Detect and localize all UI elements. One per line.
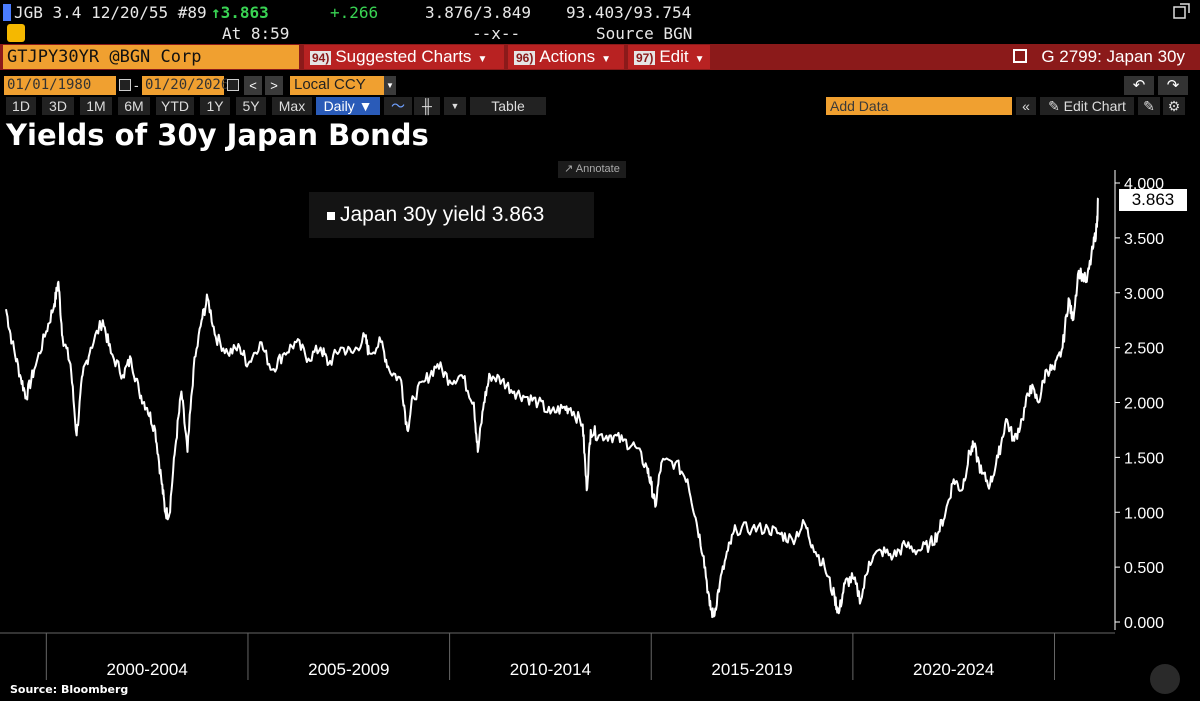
chevron-down-icon[interactable]: ▼ [444,97,466,115]
menu-number: 97) [634,51,656,65]
last-price: ↑3.863 [211,3,269,22]
y-tick-label: 3.000 [1124,286,1164,303]
date-controls: 01/01/1980 - 01/20/2026 < > Local CCY ▼ … [0,74,1200,96]
annotate-button[interactable]: ↗ Annotate [558,161,626,178]
menu-label: Actions [539,47,596,66]
ticker-flag [3,4,11,21]
menu-number: 96) [514,51,536,65]
chevron-down-icon: ▼ [477,54,488,65]
redo-button[interactable]: ↷ [1158,76,1188,95]
menu-label: Edit [659,47,689,66]
chart-id-label: G 2799: Japan 30y [1041,47,1185,66]
end-date-input[interactable]: 01/20/2026 [142,76,229,95]
actions-button[interactable]: 96) Actions ▼ [508,45,624,69]
security-input[interactable]: GTJPY30YR @BGN Corp [3,45,299,69]
legend-label: Japan 30y yield 3.863 [340,203,545,226]
period-3d[interactable]: 3D [42,97,74,115]
undo-button[interactable]: ↶ [1124,76,1154,95]
bid-ask: 3.876/3.849 [425,3,531,22]
x-tick-label: 2010-2014 [510,660,591,679]
x-tick-label: 2020-2024 [913,660,994,679]
y-tick-label: 2.500 [1124,341,1164,358]
frequency-select[interactable]: Daily ▼ [316,97,380,115]
calendar-icon[interactable] [119,79,131,91]
dash-separator: --x-- [472,24,521,43]
calendar-icon[interactable] [227,79,239,91]
legend: Japan 30y yield 3.863 [309,192,594,238]
menu-number: 94) [310,51,332,65]
last-value-label: 3.863 [1119,189,1187,211]
period-1y[interactable]: 1Y [200,97,230,115]
y-tick-label: 1.500 [1124,450,1164,467]
period-5y[interactable]: 5Y [236,97,266,115]
edit-button[interactable]: 97) Edit ▼ [628,45,710,69]
line-chart-icon[interactable]: 〜 [384,97,412,115]
chart-area: 4.000 3.500 3.000 2.500 2.000 1.500 1.000 0.500… [0,160,1200,701]
y-tick-label: 3.500 [1124,231,1164,248]
prev-button[interactable]: < [244,76,262,95]
y-tick-label: 4.000 [1124,176,1164,193]
chart-id-link[interactable]: G 2799: Japan 30y [1013,47,1185,67]
popout-icon[interactable] [1173,3,1190,20]
period-bar: 1D 3D 1M 6M YTD 1Y 5Y Max Daily ▼ 〜 ╫ ▼ … [0,96,1200,116]
series-line-japan-30y [5,197,1099,619]
command-bar: GTJPY30YR @BGN Corp 94) Suggested Charts ▼… [0,44,1200,70]
time-label: At 8:59 [222,24,290,43]
y-tick-label: 1.000 [1124,505,1164,522]
chevron-down-icon: ▼ [601,54,611,65]
menu-label: Suggested Charts [335,47,472,66]
period-1d[interactable]: 1D [6,97,36,115]
ticker-bar: JGB 3.4 12/20/55 #89 ↑3.863 +.266 3.876/… [0,0,1200,24]
y-tick-label: 0.000 [1124,615,1164,632]
gear-icon[interactable]: ⚙ [1163,97,1185,115]
external-link-icon [1013,49,1028,63]
info-row: At 8:59 --x-- Source BGN [0,24,1200,43]
x-tick-label: 2005-2009 [308,660,389,679]
source-note: Source: Bloomberg [10,683,129,696]
table-button[interactable]: Table [470,97,546,115]
ticker-symbol[interactable]: JGB 3.4 12/20/55 #89 [14,3,207,22]
period-1m[interactable]: 1M [80,97,112,115]
chevron-down-icon: ▼ [694,54,705,65]
period-max[interactable]: Max [272,97,312,115]
bar-style-icon[interactable]: ╫ [414,97,440,115]
speedometer-icon[interactable] [7,24,25,42]
source-label: Source BGN [596,24,693,43]
chevron-down-icon[interactable]: ▼ [384,76,396,95]
add-data-input[interactable]: Add Data [826,97,1012,115]
date-dash: - [134,77,139,93]
suggested-charts-button[interactable]: 94) Suggested Charts ▼ [304,45,504,69]
legend-swatch [327,212,335,220]
y-tick-label: 2.000 [1124,396,1164,413]
period-ytd[interactable]: YTD [156,97,194,115]
chat-icon[interactable] [1150,664,1180,694]
pencil-settings-icon[interactable]: ✎ [1138,97,1160,115]
price-pair: 93.403/93.754 [566,3,692,22]
chart-title: Yields of 30y Japan Bonds [6,118,429,152]
collapse-icon[interactable]: « [1016,97,1036,115]
price-change: +.266 [330,3,379,22]
currency-select[interactable]: Local CCY [290,76,385,95]
y-tick-label: 0.500 [1124,560,1164,577]
next-button[interactable]: > [265,76,283,95]
chart-svg: 4.000 3.500 3.000 2.500 2.000 1.500 1.000 0.500… [0,170,1164,680]
x-tick-label: 2015-2019 [711,660,792,679]
x-tick-label: 2000-2004 [106,660,187,679]
start-date-input[interactable]: 01/01/1980 [4,76,116,95]
period-6m[interactable]: 6M [118,97,150,115]
edit-chart-button[interactable]: ✎ Edit Chart [1040,97,1134,115]
